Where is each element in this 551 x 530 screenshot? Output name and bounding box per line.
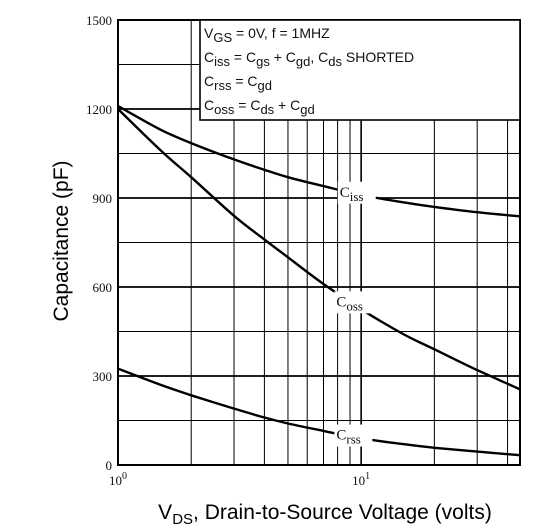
legend-text: + C bbox=[270, 49, 296, 65]
y-tick-label: 600 bbox=[93, 280, 113, 295]
curve-label-background bbox=[334, 424, 373, 447]
legend-text: = C bbox=[230, 49, 256, 65]
curve-label-coss: Coss bbox=[336, 294, 363, 313]
curve-label-crss: Crss bbox=[336, 428, 360, 447]
curve-label-ciss: Ciss bbox=[340, 185, 364, 204]
legend-text: + C bbox=[274, 97, 300, 113]
legend-line: Coss = Cds + Cgd bbox=[204, 97, 315, 117]
curve-coss bbox=[117, 108, 521, 391]
legend-subscript: gd bbox=[258, 78, 272, 93]
y-tick-label: 0 bbox=[106, 458, 113, 473]
legend-subscript: GS bbox=[213, 30, 232, 45]
legend-box: VGS = 0V, f = 1MHZ Ciss = Cgs + Cgd, Cds … bbox=[199, 19, 521, 121]
legend-text: = C bbox=[234, 97, 260, 113]
legend-subscript: gd bbox=[296, 54, 310, 69]
curve-label-background bbox=[334, 291, 373, 314]
y-axis-title: Capacitance (pF) bbox=[50, 160, 73, 321]
legend-line: Ciss = Cgs + Cgd, Cds SHORTED bbox=[204, 49, 414, 69]
y-tick-label: 900 bbox=[93, 191, 113, 206]
curve-crss bbox=[117, 367, 521, 457]
legend-subscript: ds bbox=[328, 54, 342, 69]
curve-label-main: C bbox=[340, 185, 350, 201]
legend-subscript: oss bbox=[214, 102, 235, 117]
series-curves bbox=[117, 104, 521, 457]
x-tick-base: 10 bbox=[109, 473, 122, 488]
legend-line: Crss = Cgd bbox=[204, 73, 272, 93]
legend-subscript: iss bbox=[214, 54, 230, 69]
legend-text: C bbox=[204, 73, 214, 89]
x-axis-title-text: V bbox=[158, 501, 172, 524]
curve-label-subscript: iss bbox=[350, 189, 364, 204]
legend-text: = 0V, f = 1MHZ bbox=[232, 25, 330, 41]
legend-line: VGS = 0V, f = 1MHZ bbox=[204, 25, 330, 45]
legend-subscript: gd bbox=[300, 102, 314, 117]
curve-label-main: C bbox=[336, 294, 346, 310]
curve-ciss bbox=[117, 104, 521, 218]
legend-text: C bbox=[204, 97, 214, 113]
x-tick-exponent: 1 bbox=[365, 471, 370, 482]
x-axis-title: VDS, Drain-to-Source Voltage (volts) bbox=[158, 501, 492, 528]
legend-text: C bbox=[204, 49, 214, 65]
legend-text: = C bbox=[231, 73, 257, 89]
x-axis-title-subscript: DS bbox=[172, 511, 193, 528]
curve-label-subscript: rss bbox=[346, 432, 360, 447]
x-tick-label: 100 bbox=[109, 471, 127, 488]
legend-subscript: ds bbox=[260, 102, 274, 117]
y-tick-label: 1200 bbox=[86, 102, 112, 117]
y-tick-label: 1500 bbox=[86, 13, 112, 28]
legend-background bbox=[199, 19, 521, 121]
curve-label-background bbox=[337, 181, 376, 204]
x-tick-label: 101 bbox=[352, 471, 370, 488]
legend-subscript: gs bbox=[256, 54, 270, 69]
legend-text: , C bbox=[310, 49, 328, 65]
x-axis-title-text: , Drain-to-Source Voltage (volts) bbox=[193, 501, 492, 524]
legend-text: V bbox=[204, 25, 214, 41]
x-tick-exponent: 0 bbox=[122, 471, 127, 482]
legend-text: SHORTED bbox=[342, 49, 414, 65]
curve-label-main: C bbox=[336, 428, 346, 444]
y-tick-label: 300 bbox=[93, 369, 113, 384]
x-tick-base: 10 bbox=[352, 473, 365, 488]
legend-subscript: rss bbox=[214, 78, 232, 93]
curve-label-subscript: oss bbox=[346, 298, 363, 313]
